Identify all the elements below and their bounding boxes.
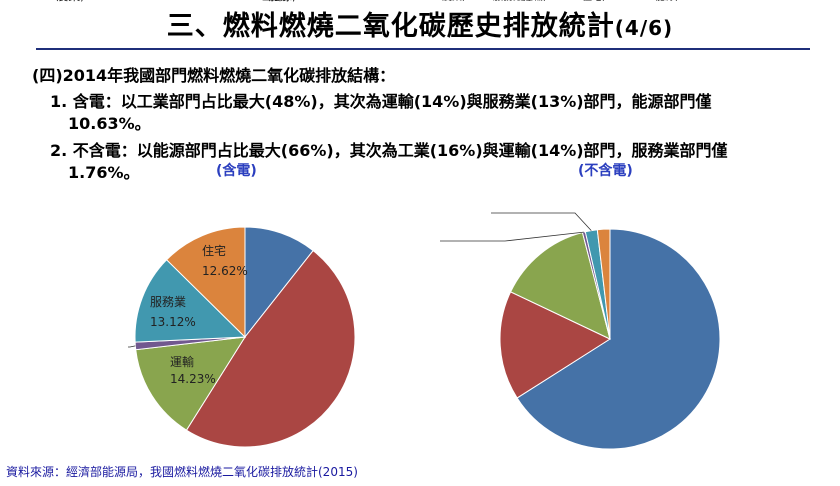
chart-2-title: (不含電) xyxy=(578,163,633,179)
title-main: 三、燃料燃燒二氧化碳歷史排放統計 xyxy=(166,11,615,42)
pie1-label-5: 住宅 xyxy=(202,243,226,258)
pie2-label-0: 能源, 66.00% xyxy=(655,0,720,3)
pie2-slice-5 xyxy=(596,228,611,340)
point-2-line-2: 1.76%。 xyxy=(68,163,140,182)
pie2-label-5: 住宅, 1.84% xyxy=(582,0,640,3)
pie1-label-3: 農業, 1.10% xyxy=(56,0,126,3)
title-page-number: (4/6) xyxy=(614,16,674,40)
pie1-label-4: 服務業 xyxy=(150,295,186,309)
pie1-label-4: 13.12% xyxy=(150,315,196,329)
pie1-label-5: 12.62% xyxy=(202,264,248,278)
point-2-line-1: 2. 不含電：以能源部門占比最大(66%)，其次為工業(16%)與運輸(14%)… xyxy=(50,141,728,160)
pie1-slice-2 xyxy=(135,336,246,431)
pie1-label-2: 運輸 xyxy=(170,354,194,369)
point-1-line-1: 1. 含電：以工業部門占比最大(48%)，其次為運輸(14%)與服務業(13%)… xyxy=(50,92,712,111)
pie2-label-2: 運輸, 13.92% xyxy=(523,0,588,3)
source-note: 資料來源：經濟部能源局，我國燃料燃燒二氧化碳排放統計(2015) xyxy=(6,465,358,479)
pie1-label-0: 能源, 10.63% xyxy=(268,0,345,3)
pie1-slice-1 xyxy=(185,249,356,448)
pie2-leader-3 xyxy=(440,231,584,242)
pie1-label-1: 工業, 48.30% xyxy=(262,0,339,3)
pie2-leader-4 xyxy=(491,212,592,231)
pie1-leader-3 xyxy=(128,345,136,348)
pie2-label-1: 工業, 16.06% xyxy=(508,0,573,3)
pie2-slice-2 xyxy=(509,231,611,340)
point-1-line-2: 10.63%。 xyxy=(68,114,151,133)
slide-title: 三、燃料燃燒二氧化碳歷史排放統計(4/6) xyxy=(0,4,840,43)
pie1-label-2: 14.23% xyxy=(170,372,216,386)
pie1-slice-4 xyxy=(134,259,247,343)
chart-1-title: (含電) xyxy=(216,163,257,179)
pie2-slice-1 xyxy=(499,291,612,399)
pie1-slice-5 xyxy=(165,226,246,339)
title-divider xyxy=(36,48,810,50)
pie1-slice-0 xyxy=(244,226,314,339)
pie2-slice-0 xyxy=(516,228,721,450)
pie2-label-3: 農業, 0.43% xyxy=(442,0,500,3)
section-heading: (四)2014年我國部門燃料燃燒二氧化碳排放結構： xyxy=(32,66,396,85)
pie2-label-4: 服務業, 1.76% xyxy=(493,0,561,3)
